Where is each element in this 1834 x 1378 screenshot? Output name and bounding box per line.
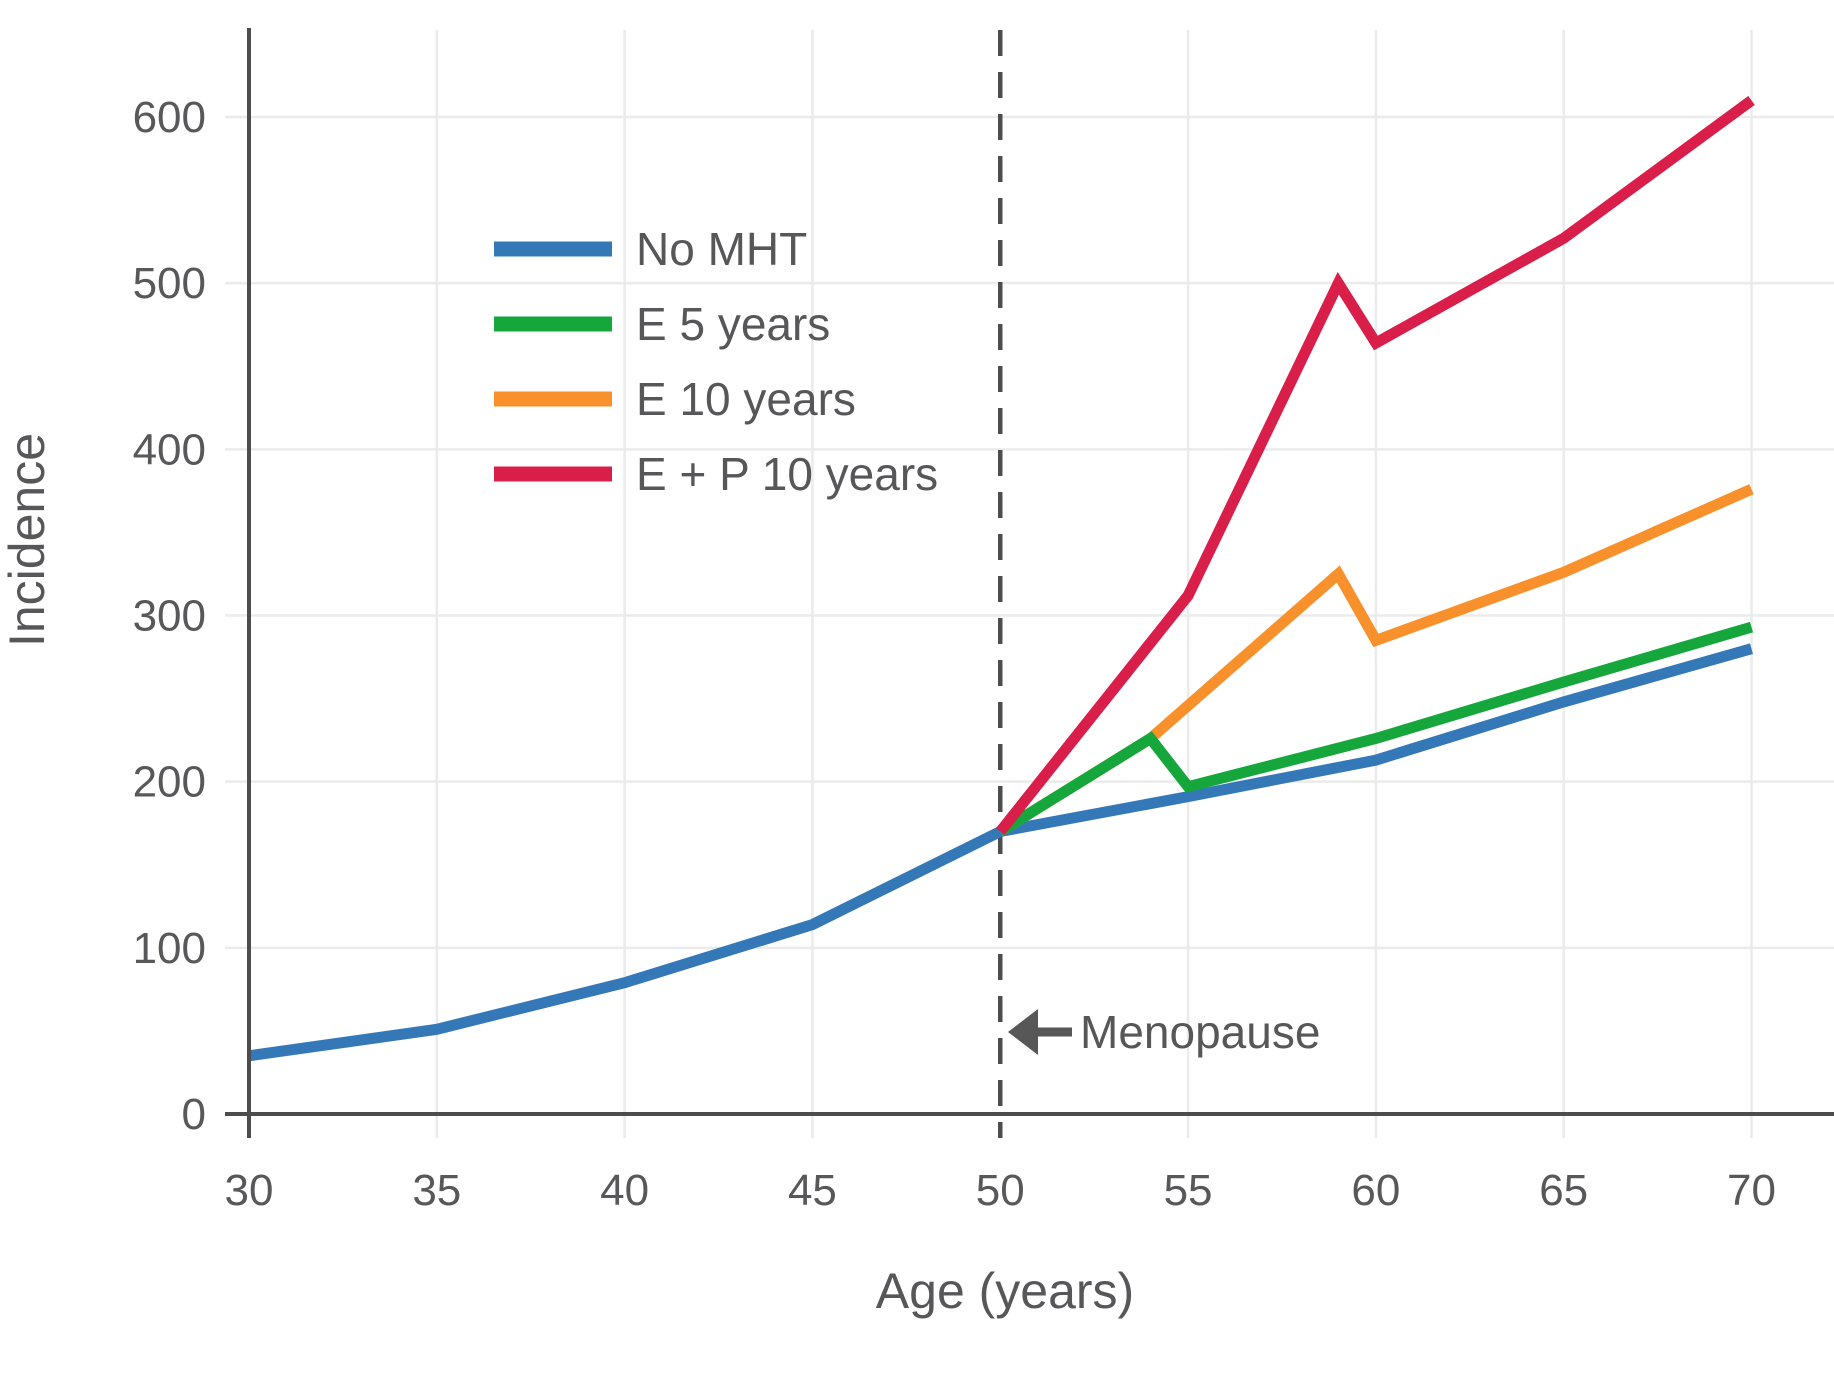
x-tick-label-35: 35 bbox=[412, 1166, 461, 1215]
x-tick-label-30: 30 bbox=[225, 1166, 274, 1215]
legend-label: E 10 years bbox=[636, 373, 856, 425]
y-tick-label-0: 0 bbox=[182, 1090, 206, 1139]
y-tick-label-600: 600 bbox=[133, 93, 206, 142]
x-tick-label-50: 50 bbox=[976, 1166, 1025, 1215]
legend-label: E 5 years bbox=[636, 298, 830, 350]
y-tick-label-300: 300 bbox=[133, 591, 206, 640]
legend-label: E + P 10 years bbox=[636, 448, 938, 500]
series-lines bbox=[248, 95, 1755, 1062]
menopause-annotation: Menopause bbox=[1008, 1006, 1320, 1058]
x-tick-label-55: 55 bbox=[1164, 1166, 1213, 1215]
series-line-e-p-10-years bbox=[995, 95, 1755, 835]
legend-item-no-mht: No MHT bbox=[494, 223, 807, 275]
tick-labels: 0 100 200 300 400 500 600 30 35 40 45 50 55 60 65 70 bbox=[133, 93, 1776, 1215]
y-axis-title: Incidence bbox=[0, 433, 55, 647]
legend-item-e-p-10-years: E + P 10 years bbox=[494, 448, 938, 500]
x-tick-label-40: 40 bbox=[600, 1166, 649, 1215]
gridlines bbox=[225, 30, 1834, 1138]
legend-item-e-5-years: E 5 years bbox=[494, 298, 830, 350]
legend-item-e-10-years: E 10 years bbox=[494, 373, 856, 425]
axis-spines bbox=[225, 28, 1834, 1138]
legend: No MHT E 5 years E 10 years E + P 10 years bbox=[494, 223, 938, 500]
x-tick-label-45: 45 bbox=[788, 1166, 837, 1215]
x-tick-label-60: 60 bbox=[1351, 1166, 1400, 1215]
y-tick-label-200: 200 bbox=[133, 758, 206, 807]
legend-label: No MHT bbox=[636, 223, 807, 275]
x-axis-title: Age (years) bbox=[876, 1263, 1134, 1319]
x-tick-label-70: 70 bbox=[1727, 1166, 1776, 1215]
y-tick-label-100: 100 bbox=[133, 924, 206, 973]
x-tick-label-65: 65 bbox=[1539, 1166, 1588, 1215]
left-arrow-icon bbox=[1008, 1009, 1038, 1055]
y-tick-label-400: 400 bbox=[133, 425, 206, 474]
y-tick-label-500: 500 bbox=[133, 259, 206, 308]
menopause-label: Menopause bbox=[1080, 1006, 1320, 1058]
series-line-e-5-years bbox=[997, 621, 1754, 837]
